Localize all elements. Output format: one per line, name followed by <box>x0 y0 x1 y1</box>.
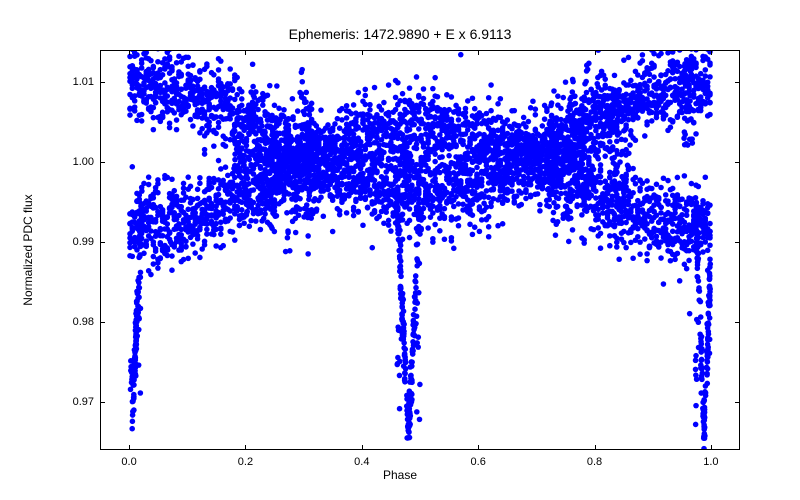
scatter-layer <box>101 51 739 449</box>
x-tick-mark <box>595 445 596 450</box>
y-tick-mark <box>735 402 740 403</box>
y-tick-mark <box>100 242 105 243</box>
x-tick-mark <box>245 50 246 55</box>
x-tick-label: 0.2 <box>238 456 253 468</box>
y-tick-mark <box>735 82 740 83</box>
x-tick-mark <box>129 50 130 55</box>
y-tick-mark <box>735 322 740 323</box>
y-tick-mark <box>100 162 105 163</box>
y-tick-mark <box>735 242 740 243</box>
x-tick-mark <box>711 445 712 450</box>
y-axis-label: Normalized PDC flux <box>21 194 35 305</box>
x-tick-label: 0.0 <box>121 456 136 468</box>
y-tick-label: 0.98 <box>73 316 94 328</box>
y-tick-mark <box>735 162 740 163</box>
y-tick-mark <box>100 322 105 323</box>
y-tick-label: 0.99 <box>73 236 94 248</box>
x-tick-mark <box>478 445 479 450</box>
y-tick-label: 0.97 <box>73 396 94 408</box>
x-tick-label: 1.0 <box>703 456 718 468</box>
chart-title: Ephemeris: 1472.9890 + E x 6.9113 <box>0 26 800 42</box>
x-tick-mark <box>362 50 363 55</box>
x-tick-mark <box>129 445 130 450</box>
y-tick-mark <box>100 82 105 83</box>
x-axis-label: Phase <box>0 468 800 482</box>
x-tick-mark <box>478 50 479 55</box>
y-tick-label: 1.01 <box>73 76 94 88</box>
y-tick-label: 1.00 <box>73 156 94 168</box>
x-tick-mark <box>595 50 596 55</box>
x-tick-mark <box>245 445 246 450</box>
x-tick-label: 0.4 <box>354 456 369 468</box>
x-tick-label: 0.8 <box>587 456 602 468</box>
figure-container: Ephemeris: 1472.9890 + E x 6.9113 Normal… <box>0 0 800 500</box>
x-tick-label: 0.6 <box>471 456 486 468</box>
x-tick-mark <box>711 50 712 55</box>
plot-area <box>100 50 740 450</box>
x-tick-mark <box>362 445 363 450</box>
y-tick-mark <box>100 402 105 403</box>
